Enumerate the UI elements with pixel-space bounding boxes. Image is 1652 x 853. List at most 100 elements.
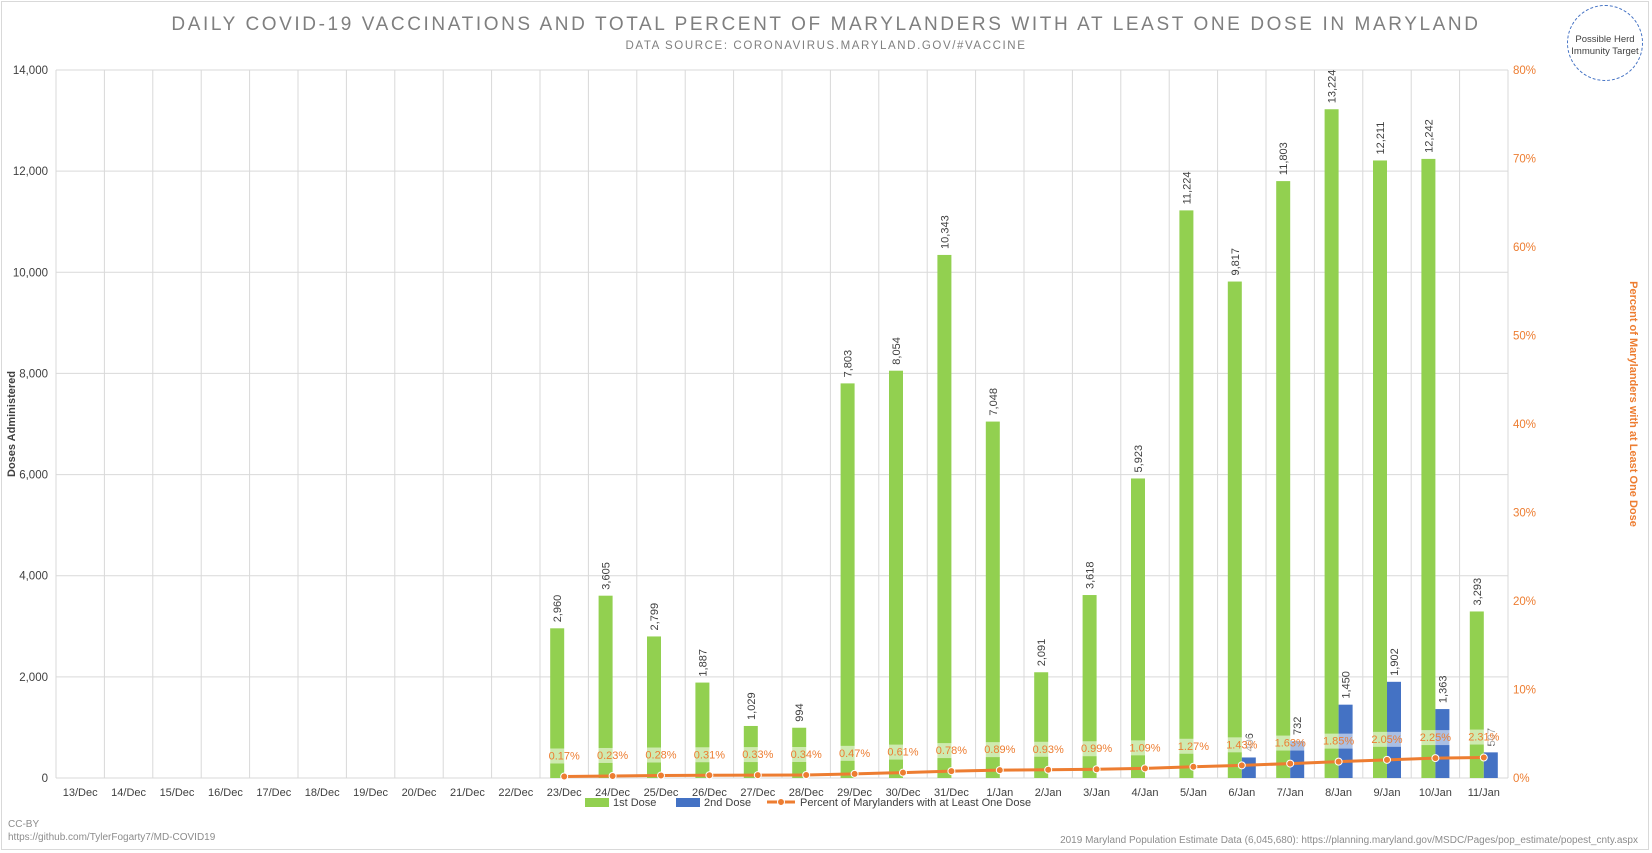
bar-1st-dose-label: 2,091 [1036, 639, 1048, 667]
github-link[interactable]: https://github.com/TylerFogarty7/MD-COVI… [8, 832, 216, 843]
bar-1st-dose-label: 8,054 [891, 337, 903, 365]
y-tick-label: 6,000 [19, 470, 48, 482]
x-tick-label: 2/Jan [1035, 787, 1062, 799]
percent-label-bg [643, 747, 679, 763]
percent-label-bg [981, 742, 1018, 758]
y2-tick-label: 60% [1513, 242, 1536, 254]
percent-point [1189, 762, 1198, 771]
bar-1st-dose [647, 636, 661, 778]
bar-1st-dose-label: 7,048 [988, 388, 1000, 416]
x-tick-label: 31/Dec [934, 787, 969, 799]
bar-1st-dose-label: 12,242 [1423, 119, 1435, 153]
percent-label: 0.23% [597, 750, 628, 762]
x-tick-label: 4/Jan [1132, 787, 1159, 799]
chart-subtitle: DATA SOURCE: CORONAVIRUS.MARYLAND.GOV/#V… [625, 40, 1027, 52]
y2-tick-label: 70% [1513, 154, 1536, 166]
percent-point [802, 770, 811, 779]
x-tick-label: 6/Jan [1228, 787, 1255, 799]
y-tick-label: 2,000 [19, 672, 48, 684]
percent-point [995, 766, 1004, 775]
legend-1st-dose-swatch [585, 798, 609, 807]
percent-point [1479, 753, 1488, 762]
percent-point [560, 772, 569, 781]
percent-label-bg [1078, 741, 1115, 757]
x-tick-label: 23/Dec [547, 787, 582, 799]
percent-label-bg [1175, 738, 1212, 754]
legend-2nd-dose-label: 2nd Dose [704, 797, 751, 809]
percent-label-bg [836, 745, 873, 761]
percent-point [850, 769, 859, 778]
x-tick-label: 11/Jan [1468, 787, 1500, 799]
y2-tick-label: 20% [1513, 596, 1536, 608]
x-tick-label: 14/Dec [111, 787, 146, 799]
y-tick-label: 12,000 [13, 166, 48, 178]
percent-point [1141, 764, 1149, 773]
x-tick-label: 18/Dec [305, 787, 340, 799]
bar-1st-dose-label: 1,887 [697, 649, 709, 677]
bar-1st-dose-label: 2,799 [649, 603, 661, 631]
x-tick-label: 8/Jan [1325, 787, 1352, 799]
bar-1st-dose [1373, 160, 1387, 778]
percent-label: 0.89% [984, 744, 1015, 756]
bar-1st-dose-label: 13,224 [1327, 70, 1339, 104]
percent-label: 1.43% [1226, 739, 1257, 751]
percent-label: 0.31% [694, 749, 725, 761]
bar-2nd-dose [1387, 681, 1401, 778]
bar-1st-dose-label: 11,803 [1278, 142, 1290, 175]
percent-label-bg [1030, 741, 1067, 757]
x-tick-label: 3/Jan [1083, 787, 1110, 799]
bar-1st-dose-label: 3,605 [601, 562, 613, 590]
bar-2nd-dose-label: 1,363 [1437, 676, 1449, 704]
percent-label: 0.34% [791, 749, 822, 761]
bar-1st-dose-label: 11,224 [1181, 172, 1193, 205]
percent-label: 0.93% [1033, 744, 1064, 756]
x-tick-label: 21/Dec [450, 787, 485, 799]
percent-point [1431, 754, 1440, 763]
bar-1st-dose [1179, 210, 1194, 778]
percent-point [1334, 757, 1343, 766]
x-tick-label: 30/Dec [886, 787, 921, 799]
x-tick-label: 17/Dec [256, 787, 291, 799]
y-tick-label: 8,000 [19, 368, 48, 380]
percent-point [1092, 765, 1101, 774]
percent-label-bg [739, 747, 776, 763]
bar-1st-dose [1276, 181, 1291, 779]
y-tick-label: 4,000 [19, 571, 48, 583]
x-tick-label: 9/Jan [1374, 787, 1401, 799]
bar-1st-dose [1227, 281, 1242, 778]
y-axis-label: Doses Administered [6, 371, 18, 477]
percent-label-bg [1369, 731, 1405, 747]
legend-percent-label: Percent of Marylanders with at Least One… [800, 797, 1031, 809]
bar-1st-dose [1421, 158, 1436, 779]
bar-1st-dose-label: 3,618 [1085, 562, 1097, 590]
bar-1st-dose [840, 383, 855, 778]
percent-label-bg [885, 744, 921, 760]
percent-point [1044, 765, 1053, 774]
bar-1st-dose-label: 994 [794, 703, 806, 721]
percent-label: 2.25% [1420, 732, 1451, 744]
bar-1st-dose [937, 254, 952, 779]
bar-1st-dose [1324, 109, 1339, 779]
bar-1st-dose [985, 421, 1000, 778]
bar-2nd-dose-label: 732 [1292, 717, 1304, 735]
x-tick-label: 26/Dec [692, 787, 727, 799]
percent-label-bg [1223, 737, 1260, 753]
bar-1st-dose-label: 5,923 [1133, 445, 1145, 473]
x-tick-label: 15/Dec [160, 787, 195, 799]
x-tick-label: 20/Dec [402, 787, 437, 799]
percent-point [657, 771, 665, 780]
percent-label-bg [1417, 730, 1454, 746]
percent-label-bg [1127, 740, 1163, 756]
bar-1st-dose-label: 3,293 [1472, 578, 1484, 606]
x-tick-label: 19/Dec [353, 787, 388, 799]
percent-label: 0.61% [887, 747, 918, 759]
percent-label: 1.85% [1323, 736, 1354, 748]
percent-label-bg [691, 747, 728, 763]
herd-immunity-target-label: Possible Herd Immunity Target [1571, 34, 1639, 57]
legend-1st-dose-label: 1st Dose [613, 797, 656, 809]
bar-1st-dose [1082, 595, 1097, 778]
percent-label-bg [788, 746, 825, 762]
bar-1st-dose [889, 370, 903, 778]
x-tick-label: 5/Jan [1180, 787, 1207, 799]
